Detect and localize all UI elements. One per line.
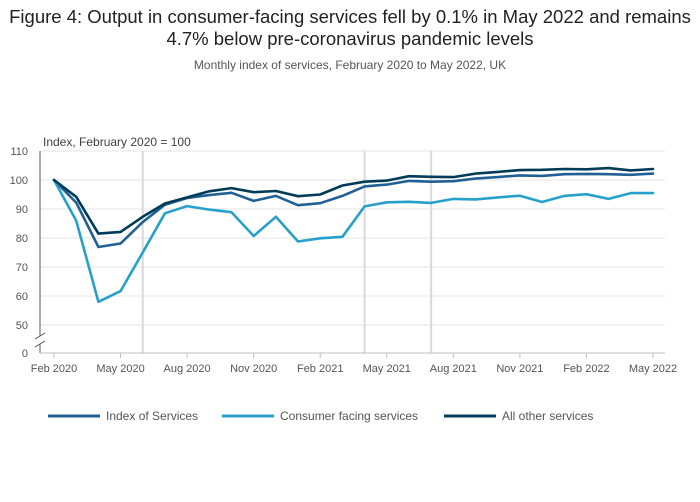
series-line-all-other-services <box>52 166 655 235</box>
series-lines <box>52 166 655 304</box>
y-tick-label-90: 90 <box>16 204 28 216</box>
x-tick-label-feb-2021: Feb 2021 <box>297 363 343 375</box>
gridlines <box>40 150 665 326</box>
chart-subtitle: Monthly index of services, February 2020… <box>193 58 507 72</box>
legend: Index of Services Consumer facing service… <box>48 409 593 423</box>
x-tick-label-may-2022: May 2022 <box>629 363 677 375</box>
tick-labels: 0 50 60 70 80 90 100 110 Feb 2020 May 2020 Aug 202… <box>10 146 678 375</box>
series-line-index-of-services <box>52 172 655 249</box>
y-tick-label-80: 80 <box>16 233 28 245</box>
legend-label-consumer-facing-services: Consumer facing services <box>280 409 418 423</box>
y-tick-label-110: 110 <box>10 146 28 158</box>
y-axis-label: Index, February 2020 = 100 <box>43 135 191 149</box>
y-tick-label-50: 50 <box>16 320 28 332</box>
y-tick-label-100: 100 <box>10 175 28 187</box>
axis-break-mark-top <box>34 332 46 340</box>
x-tick-label-nov-2020: Nov 2020 <box>230 363 277 375</box>
x-tick-label-nov-2021: Nov 2021 <box>496 363 543 375</box>
x-tick-label-aug-2020: Aug 2020 <box>164 363 211 375</box>
y-tick-label-0: 0 <box>22 348 28 360</box>
x-tick-label-may-2021: May 2021 <box>363 363 411 375</box>
legend-label-all-other-services: All other services <box>502 409 593 423</box>
legend-label-index-of-services: Index of Services <box>106 409 198 423</box>
y-tick-label-60: 60 <box>16 291 28 303</box>
y-tick-label-70: 70 <box>16 262 28 274</box>
x-tick-label-aug-2021: Aug 2021 <box>430 363 477 375</box>
series-line-consumer-facing-services <box>52 178 655 304</box>
axis-break-mark-bottom <box>34 340 46 348</box>
x-tick-label-feb-2022: Feb 2022 <box>563 363 609 375</box>
x-tick-label-feb-2020: Feb 2020 <box>31 363 77 375</box>
axes <box>34 151 665 354</box>
chart-title: Figure 4: Output in consumer-facing serv… <box>9 6 691 49</box>
x-tick-label-may-2020: May 2020 <box>96 363 144 375</box>
